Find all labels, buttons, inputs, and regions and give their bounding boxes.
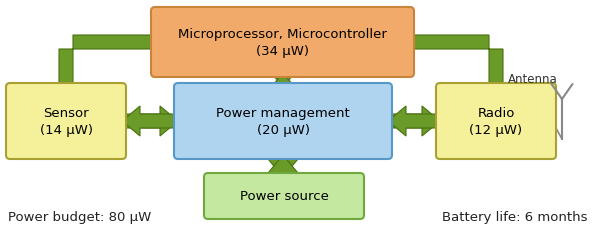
- FancyBboxPatch shape: [174, 84, 392, 159]
- Polygon shape: [268, 74, 298, 92]
- Text: Power source: Power source: [240, 190, 328, 203]
- Polygon shape: [388, 106, 440, 136]
- Text: Battery life: 6 months: Battery life: 6 months: [441, 211, 587, 224]
- Polygon shape: [388, 106, 440, 136]
- Text: Power budget: 80 μW: Power budget: 80 μW: [8, 211, 151, 224]
- FancyBboxPatch shape: [6, 84, 126, 159]
- Polygon shape: [122, 106, 178, 136]
- FancyBboxPatch shape: [204, 173, 364, 219]
- Text: Microprocessor, Microcontroller
(34 μW): Microprocessor, Microcontroller (34 μW): [178, 28, 387, 58]
- Polygon shape: [268, 155, 298, 177]
- Polygon shape: [122, 106, 178, 136]
- Polygon shape: [51, 36, 155, 106]
- Text: Power management
(20 μW): Power management (20 μW): [216, 106, 350, 136]
- Polygon shape: [410, 36, 511, 106]
- Polygon shape: [268, 155, 298, 177]
- FancyBboxPatch shape: [436, 84, 556, 159]
- Polygon shape: [268, 70, 298, 88]
- Text: Antenna: Antenna: [508, 73, 558, 86]
- Text: Radio
(12 μW): Radio (12 μW): [469, 106, 522, 136]
- FancyBboxPatch shape: [151, 8, 414, 78]
- Text: Sensor
(14 μW): Sensor (14 μW): [39, 106, 92, 136]
